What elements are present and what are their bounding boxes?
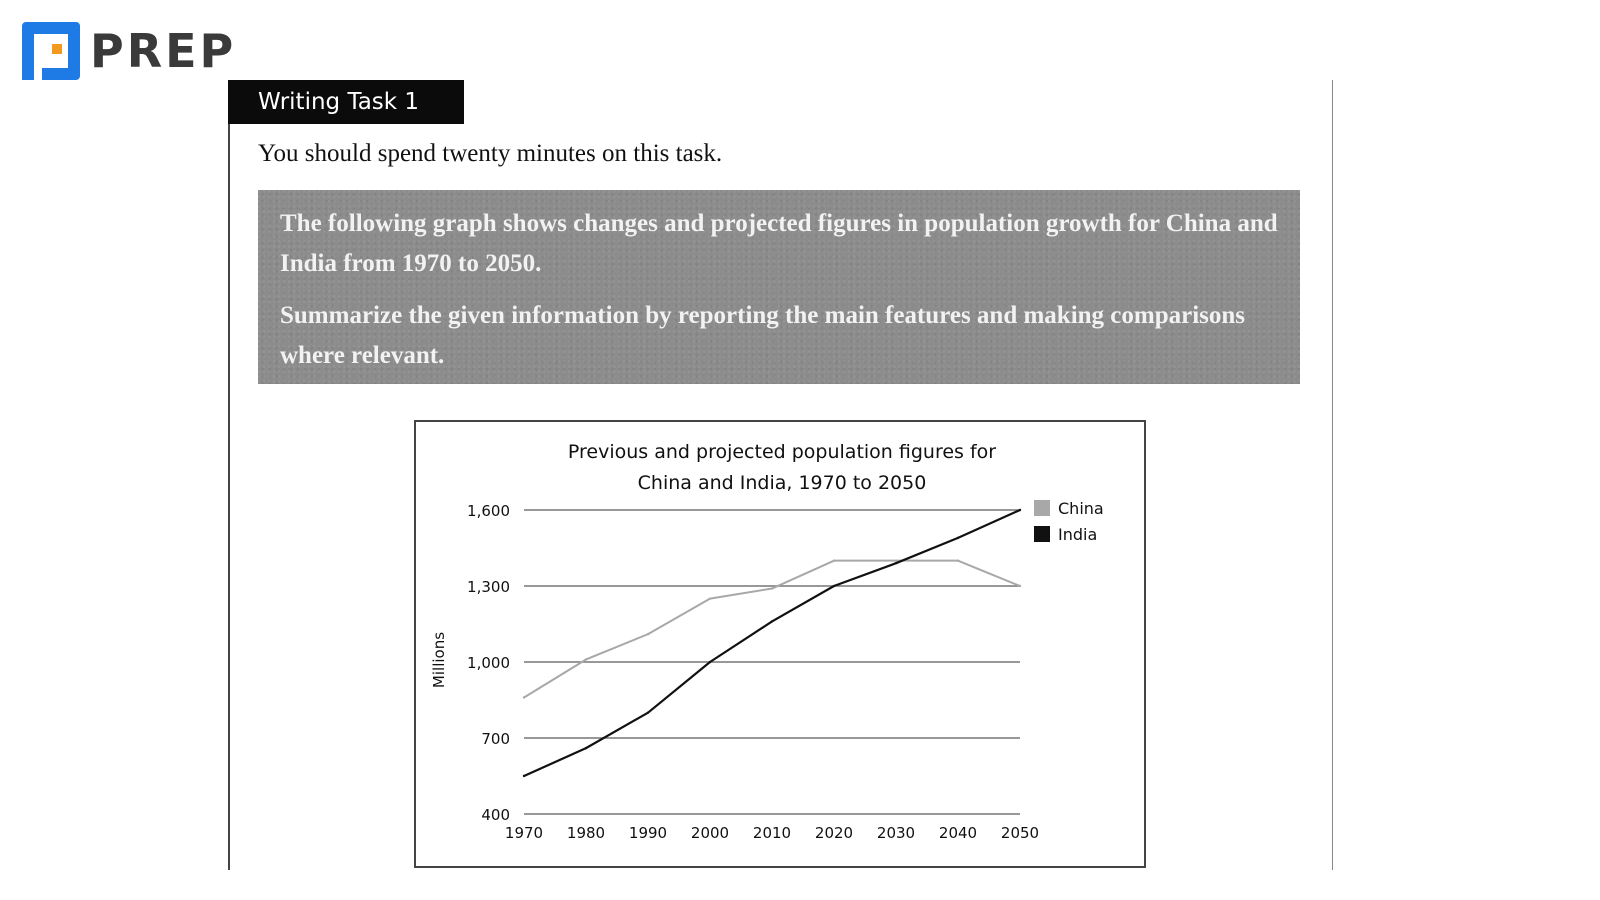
grid-lines: [524, 509, 1020, 815]
data-point: [894, 562, 898, 565]
document-right-border: [1332, 80, 1333, 870]
data-point: [708, 660, 712, 664]
chart-title-line2: China and India, 1970 to 2050: [638, 472, 927, 494]
prep-logo: PREP: [22, 22, 236, 80]
x-tick-label: 2010: [753, 824, 791, 842]
x-tick-label: 2000: [691, 824, 729, 842]
data-point: [584, 658, 588, 661]
y-axis-label: Millions: [430, 632, 448, 688]
data-point: [646, 632, 650, 636]
chart-title-line1: Previous and projected population figure…: [568, 441, 996, 463]
chart-canvas: Previous and projected population figure…: [430, 441, 1104, 842]
task-prompt: The following graph shows changes and pr…: [258, 190, 1300, 384]
y-tick-label: 700: [481, 730, 510, 748]
series-india: [522, 508, 1022, 778]
data-point: [1018, 508, 1022, 512]
y-tick-label: 1,300: [467, 578, 510, 596]
prompt-description: The following graph shows changes and pr…: [280, 210, 1278, 277]
task-label: Writing Task 1: [228, 80, 464, 124]
prompt-directive: Summarize the given information by repor…: [280, 302, 1246, 369]
x-tick-label: 2040: [939, 824, 977, 842]
chart-legend: China India: [1034, 499, 1104, 544]
data-point: [894, 559, 898, 562]
document-left-border: [228, 80, 230, 870]
x-tick-label: 1970: [505, 824, 543, 842]
legend-swatch: [1034, 500, 1050, 516]
data-point: [770, 587, 774, 590]
data-point: [832, 584, 836, 588]
legend-label: India: [1058, 525, 1097, 544]
series-line: [523, 508, 1021, 778]
x-tick-label: 2020: [815, 824, 853, 842]
task-instruction: You should spend twenty minutes on this …: [258, 140, 723, 167]
data-point: [1018, 584, 1022, 588]
x-tick-label: 2050: [1001, 824, 1039, 842]
data-point: [584, 746, 588, 750]
data-point: [522, 696, 526, 699]
data-point: [522, 774, 526, 778]
x-tick-label: 2030: [877, 824, 915, 842]
data-point: [956, 536, 960, 540]
data-point: [832, 559, 836, 562]
y-tick-labels: 400 700 1,000 1,300 1,600: [467, 502, 510, 824]
series-line: [523, 559, 1021, 699]
series-china: [522, 559, 1022, 699]
y-tick-label: 1,000: [467, 654, 510, 672]
y-tick-label: 400: [481, 806, 510, 824]
x-tick-label: 1980: [567, 824, 605, 842]
legend-label: China: [1058, 499, 1104, 518]
data-point: [708, 597, 712, 600]
data-point: [646, 711, 650, 714]
y-tick-label: 1,600: [467, 502, 510, 520]
data-point: [956, 559, 960, 562]
brand-name: PREP: [90, 24, 237, 78]
data-point: [770, 620, 774, 623]
series-lines: [522, 508, 1022, 778]
x-tick-label: 1990: [629, 824, 667, 842]
prep-logo-icon: [22, 22, 80, 80]
line-chart: Previous and projected population figure…: [414, 420, 1146, 868]
x-tick-labels: 1970 1980 1990 2000 2010 2020 2030 2040 2050: [505, 824, 1039, 842]
legend-swatch: [1034, 526, 1050, 542]
